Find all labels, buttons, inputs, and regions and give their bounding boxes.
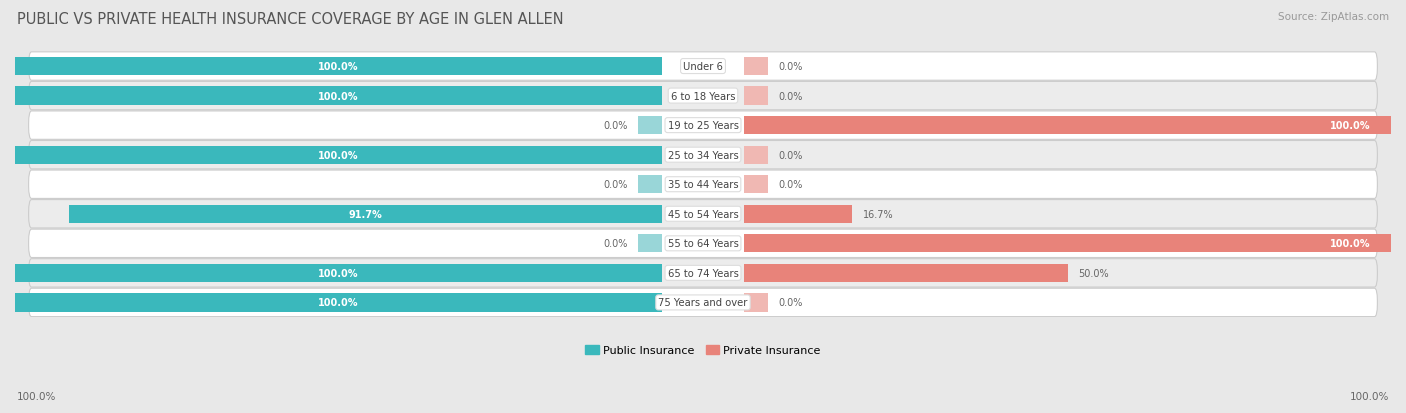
Text: 100.0%: 100.0% [1350, 391, 1389, 401]
FancyBboxPatch shape [28, 82, 1378, 111]
Bar [15, 87, 662, 105]
Text: 0.0%: 0.0% [779, 62, 803, 72]
Bar [744, 235, 1391, 253]
Bar [15, 264, 662, 282]
Text: 35 to 44 Years: 35 to 44 Years [668, 180, 738, 190]
FancyBboxPatch shape [28, 141, 1378, 169]
Text: 100.0%: 100.0% [318, 298, 359, 308]
Legend: Public Insurance, Private Insurance: Public Insurance, Private Insurance [581, 340, 825, 360]
Text: 100.0%: 100.0% [318, 62, 359, 72]
Text: 100.0%: 100.0% [17, 391, 56, 401]
Text: 0.0%: 0.0% [603, 239, 627, 249]
Bar [744, 176, 768, 194]
Bar [15, 294, 662, 312]
FancyBboxPatch shape [28, 230, 1378, 258]
Text: 91.7%: 91.7% [349, 209, 382, 219]
Bar [69, 205, 662, 223]
Bar [744, 87, 768, 105]
Text: 100.0%: 100.0% [1330, 239, 1371, 249]
Bar [638, 176, 662, 194]
Text: 0.0%: 0.0% [603, 180, 627, 190]
Bar [744, 294, 768, 312]
Bar [638, 235, 662, 253]
FancyBboxPatch shape [28, 171, 1378, 199]
Text: 6 to 18 Years: 6 to 18 Years [671, 91, 735, 101]
FancyBboxPatch shape [28, 200, 1378, 228]
Bar [744, 58, 768, 76]
Text: 100.0%: 100.0% [318, 150, 359, 160]
Text: 75 Years and over: 75 Years and over [658, 298, 748, 308]
Text: 0.0%: 0.0% [779, 180, 803, 190]
Text: 0.0%: 0.0% [779, 298, 803, 308]
Bar [15, 146, 662, 164]
Text: 50.0%: 50.0% [1078, 268, 1108, 278]
Text: 16.7%: 16.7% [863, 209, 893, 219]
Text: 100.0%: 100.0% [318, 91, 359, 101]
FancyBboxPatch shape [28, 53, 1378, 81]
Text: 45 to 54 Years: 45 to 54 Years [668, 209, 738, 219]
Bar [744, 205, 852, 223]
FancyBboxPatch shape [28, 259, 1378, 287]
FancyBboxPatch shape [28, 112, 1378, 140]
Text: 19 to 25 Years: 19 to 25 Years [668, 121, 738, 131]
FancyBboxPatch shape [28, 289, 1378, 317]
Text: 55 to 64 Years: 55 to 64 Years [668, 239, 738, 249]
Text: 0.0%: 0.0% [603, 121, 627, 131]
Text: 65 to 74 Years: 65 to 74 Years [668, 268, 738, 278]
Text: 100.0%: 100.0% [318, 268, 359, 278]
Text: 25 to 34 Years: 25 to 34 Years [668, 150, 738, 160]
Bar [15, 58, 662, 76]
Text: Under 6: Under 6 [683, 62, 723, 72]
Bar [744, 146, 768, 164]
Text: 100.0%: 100.0% [1330, 121, 1371, 131]
Bar [744, 117, 1391, 135]
Text: 0.0%: 0.0% [779, 150, 803, 160]
Text: 0.0%: 0.0% [779, 91, 803, 101]
Bar [744, 264, 1067, 282]
Text: Source: ZipAtlas.com: Source: ZipAtlas.com [1278, 12, 1389, 22]
Text: PUBLIC VS PRIVATE HEALTH INSURANCE COVERAGE BY AGE IN GLEN ALLEN: PUBLIC VS PRIVATE HEALTH INSURANCE COVER… [17, 12, 564, 27]
Bar [638, 117, 662, 135]
